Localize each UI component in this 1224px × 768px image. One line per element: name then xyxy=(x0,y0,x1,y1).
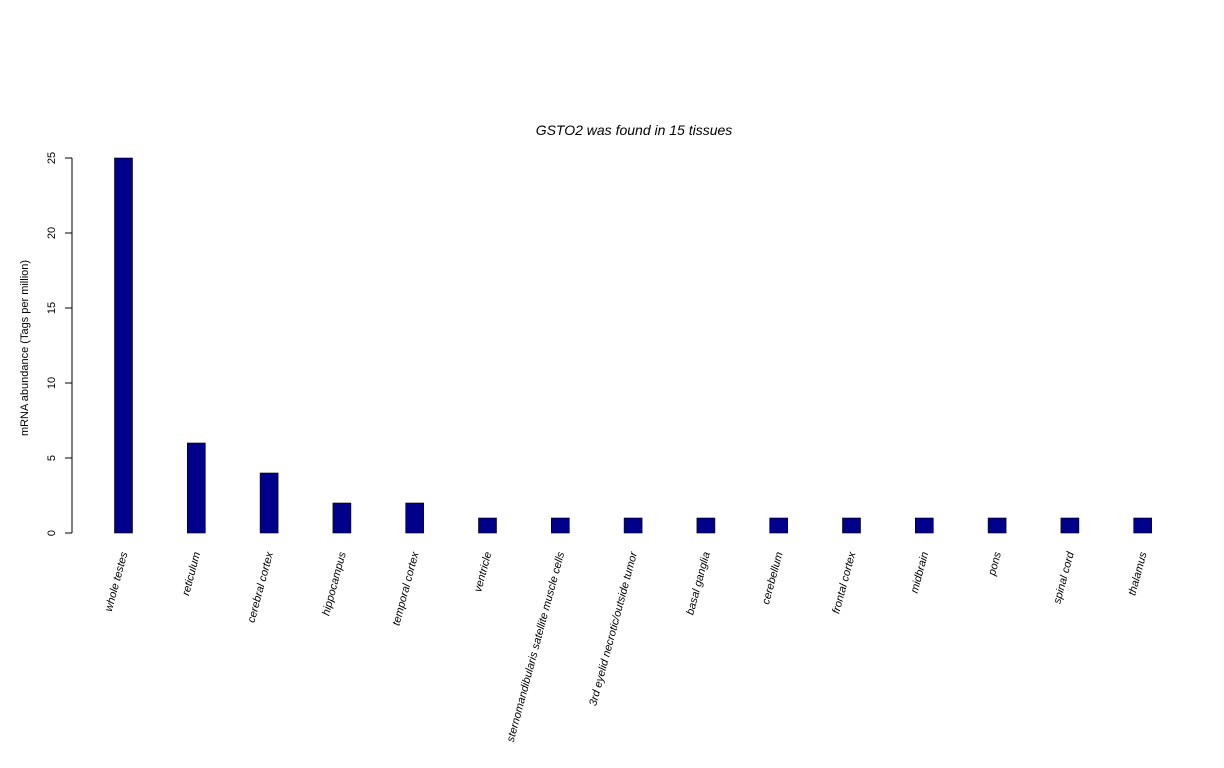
bar xyxy=(914,517,934,534)
x-tick-label: pons xyxy=(986,550,1004,578)
x-tick-label: midbrain xyxy=(909,551,932,595)
x-tick-label: whole testes xyxy=(103,550,131,613)
y-tick-label: 10 xyxy=(46,377,58,389)
x-tick-label: cerebellum xyxy=(760,551,786,606)
bar xyxy=(1060,517,1080,534)
x-tick-label: reticulum xyxy=(180,551,203,597)
bars xyxy=(114,157,1152,534)
x-tick-label: 3rd eyelid necrotic/outside tumor xyxy=(587,549,640,707)
bar xyxy=(769,517,789,534)
y-tick-label: 15 xyxy=(46,302,58,314)
x-tick-label: frontal cortex xyxy=(830,550,858,615)
x-tick-label: spinal cord xyxy=(1051,550,1077,605)
y-tick-label: 5 xyxy=(46,455,58,461)
bar xyxy=(842,517,861,534)
x-tick-label: cerebral cortex xyxy=(246,550,277,624)
bar xyxy=(187,442,206,534)
y-tick-label: 25 xyxy=(46,152,58,164)
bar xyxy=(259,472,279,534)
x-tick-label: ventricle xyxy=(472,551,494,594)
bar xyxy=(623,517,643,534)
bar xyxy=(332,502,352,534)
bar xyxy=(1133,517,1152,534)
bar xyxy=(405,502,425,534)
bar xyxy=(478,517,497,534)
bar xyxy=(987,517,1007,534)
bar xyxy=(696,517,716,534)
x-tick-label: temporal cortex xyxy=(390,550,421,627)
x-tick-label: hippocampus xyxy=(320,550,349,617)
x-tick-label: sternomandibularis satellite muscle cell… xyxy=(505,550,568,743)
bar xyxy=(550,517,570,534)
bar xyxy=(114,157,133,534)
x-axis-labels: whole testes reticulum cerebral cortex hipp… xyxy=(103,549,1150,743)
chart-title: GSTO2 was found in 15 tissues xyxy=(535,122,733,138)
x-tick-label: thalamus xyxy=(1126,550,1149,597)
y-axis-label: mRNA abundance (Tags per million) xyxy=(19,260,31,436)
x-tick-label: basal ganglia xyxy=(684,551,712,617)
y-axis-ticks: 0 5 10 15 20 25 xyxy=(46,152,72,536)
y-tick-label: 0 xyxy=(46,530,58,536)
y-tick-label: 20 xyxy=(46,227,58,239)
